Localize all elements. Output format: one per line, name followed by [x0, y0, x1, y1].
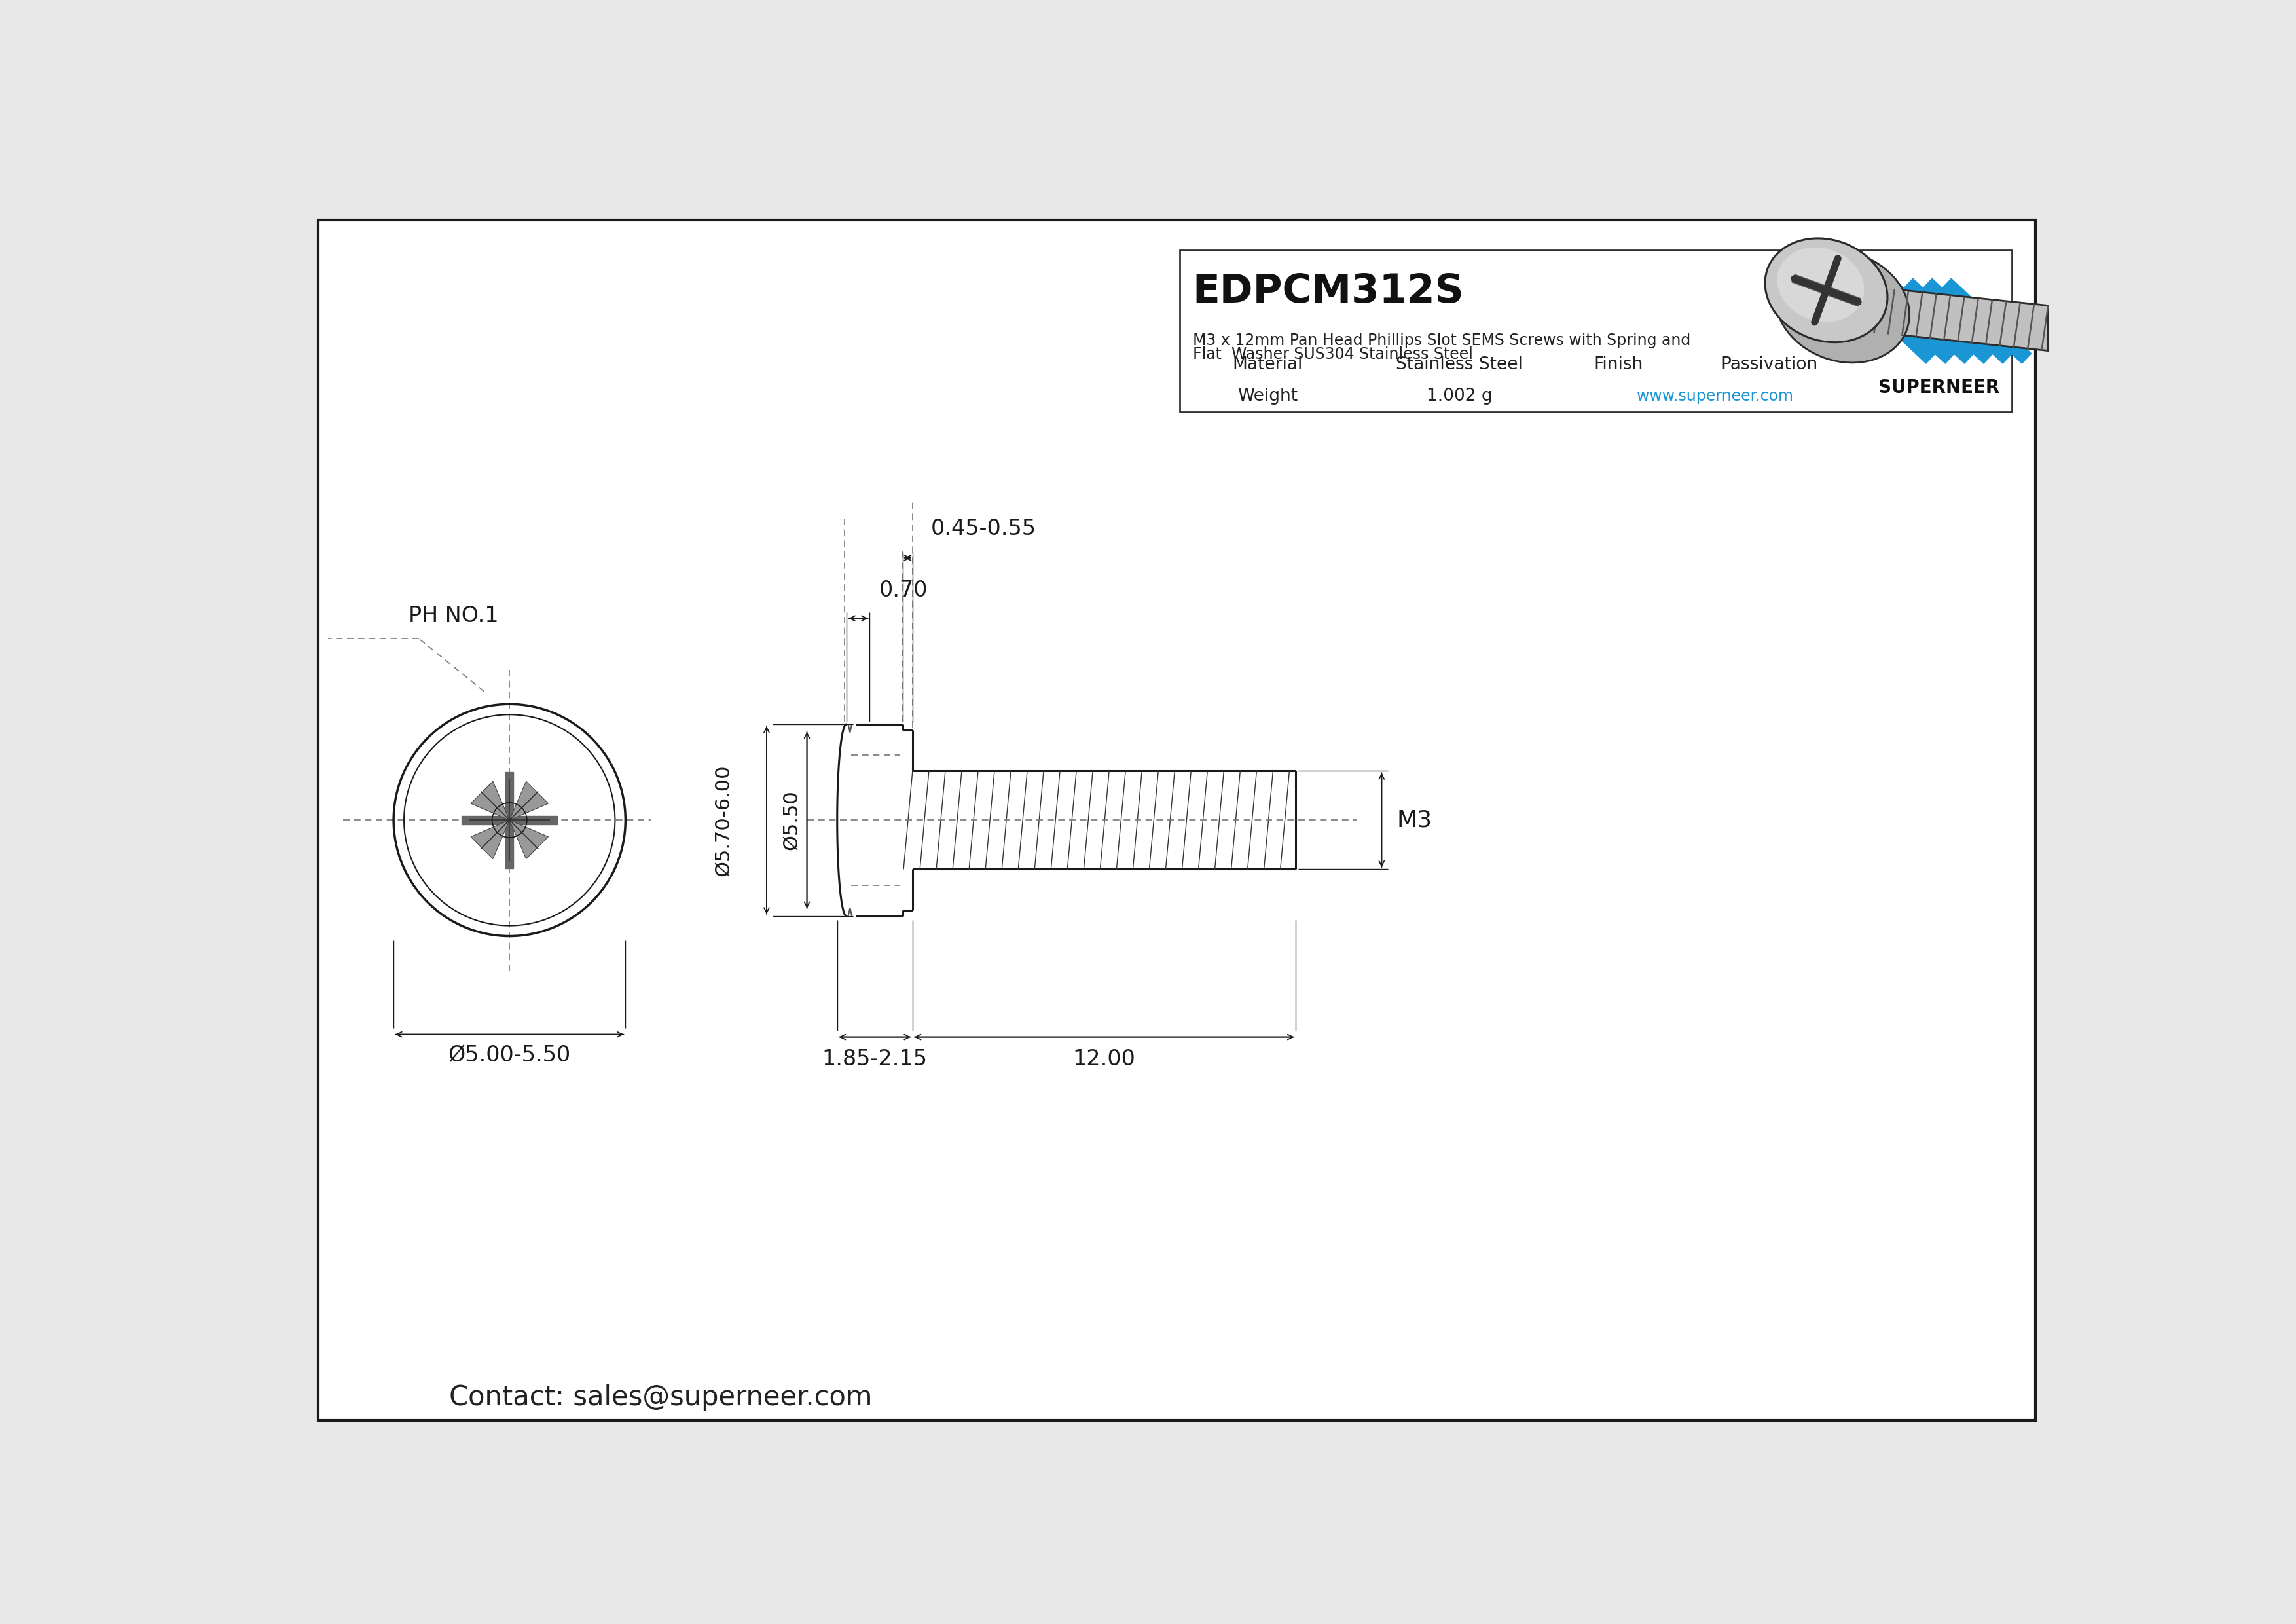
- Text: Ø5.70-6.00: Ø5.70-6.00: [714, 765, 732, 875]
- Text: Ø5.50: Ø5.50: [783, 791, 801, 849]
- Ellipse shape: [1777, 247, 1864, 322]
- Text: SUPERNEER: SUPERNEER: [1878, 378, 2000, 396]
- Text: Contact: sales@superneer.com: Contact: sales@superneer.com: [450, 1384, 872, 1411]
- Text: Passivation: Passivation: [1722, 356, 1818, 374]
- Polygon shape: [471, 820, 510, 859]
- Text: www.superneer.com: www.superneer.com: [1637, 388, 1793, 404]
- Bar: [505, 773, 514, 867]
- Ellipse shape: [1775, 250, 1910, 362]
- Text: 0.70: 0.70: [879, 580, 928, 601]
- Bar: [461, 817, 558, 823]
- Text: 1.85-2.15: 1.85-2.15: [822, 1049, 928, 1070]
- Bar: [1180, 250, 2011, 412]
- Text: 0.45-0.55: 0.45-0.55: [930, 518, 1035, 539]
- Bar: [1869, 255, 2007, 408]
- Polygon shape: [510, 781, 549, 820]
- Text: PH NO.1: PH NO.1: [409, 606, 498, 627]
- Text: Finish: Finish: [1593, 356, 1644, 374]
- Polygon shape: [510, 820, 549, 859]
- Text: M3 x 12mm Pan Head Phillips Slot SEMS Screws with Spring and: M3 x 12mm Pan Head Phillips Slot SEMS Sc…: [1192, 333, 1690, 348]
- Text: Weight: Weight: [1238, 388, 1297, 404]
- Ellipse shape: [1766, 239, 1887, 343]
- Polygon shape: [471, 781, 510, 820]
- Text: M3: M3: [1396, 809, 1433, 831]
- Text: Ø5.00-5.50: Ø5.00-5.50: [448, 1044, 572, 1067]
- Text: Flat  Washer SUS304 Stainless Steel: Flat Washer SUS304 Stainless Steel: [1192, 346, 1472, 362]
- Text: Material: Material: [1233, 356, 1302, 374]
- Polygon shape: [1867, 286, 2048, 351]
- Text: EDPCM312S: EDPCM312S: [1192, 273, 1465, 312]
- Text: Stainless Steel: Stainless Steel: [1396, 356, 1522, 374]
- Text: 12.00: 12.00: [1072, 1049, 1137, 1070]
- Text: 1.002 g: 1.002 g: [1426, 388, 1492, 404]
